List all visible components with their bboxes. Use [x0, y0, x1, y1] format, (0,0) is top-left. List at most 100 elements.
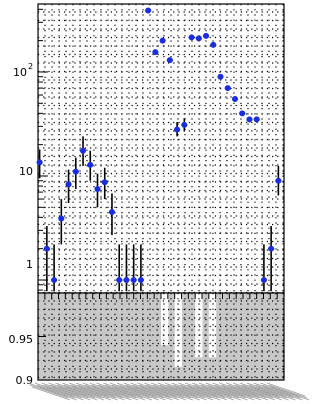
data-point [130, 277, 137, 284]
x-label-stroke [152, 384, 192, 399]
y-tick-label-10: 10 [19, 165, 33, 178]
data-point [152, 49, 159, 56]
x-label-stroke [98, 384, 137, 399]
x-label-stroke [248, 384, 287, 399]
x-label-stroke [175, 386, 214, 401]
data-point [275, 177, 282, 184]
x-label-stroke [200, 384, 239, 399]
x-label-stroke [182, 386, 221, 401]
x-label-stroke [221, 384, 260, 399]
data-point [210, 41, 217, 48]
x-label-stroke [93, 386, 132, 401]
x-label-stroke [105, 384, 144, 399]
ratio-y-ticks [38, 336, 46, 381]
x-label-stroke [148, 386, 187, 401]
x-label-stroke [72, 386, 112, 401]
data-point [239, 110, 246, 117]
x-label-stroke [241, 384, 280, 399]
x-label-stroke [230, 386, 269, 401]
x-label-stroke [216, 386, 255, 401]
x-label-stroke [118, 384, 157, 399]
x-label-stroke [223, 386, 262, 401]
data-point [58, 215, 65, 222]
x-label-stroke [202, 386, 241, 401]
y-tick-label-100: 10 [13, 66, 27, 79]
x-label-stroke [107, 386, 146, 401]
data-point [145, 7, 152, 14]
x-label-stroke [207, 384, 246, 399]
x-label-stroke [195, 386, 235, 401]
data-point [80, 147, 87, 154]
x-label-stroke [43, 384, 82, 399]
x-label-stroke [127, 386, 166, 401]
ratio-panel: 0.95 0.9 [9, 292, 310, 401]
x-label-stroke [271, 386, 310, 401]
x-label-stroke [84, 384, 123, 399]
x-label-stroke [86, 386, 125, 401]
data-point [65, 181, 72, 188]
data-point [137, 277, 144, 284]
x-label-stroke [236, 386, 276, 401]
x-label-stroke [45, 386, 84, 401]
data-point [94, 185, 101, 192]
data-point [116, 277, 123, 284]
main-histogram-panel: 1 10 10 2 [13, 3, 285, 294]
x-label-stroke [189, 386, 228, 401]
data-point [181, 121, 188, 128]
data-point [203, 32, 210, 39]
x-label-stroke [154, 386, 194, 401]
data-point [217, 73, 224, 80]
ratio-tick-label-0.95: 0.95 [9, 333, 34, 346]
x-label-stroke [64, 384, 103, 399]
data-point [188, 34, 195, 41]
x-label-stroke [209, 386, 248, 401]
data-point [108, 209, 115, 216]
x-label-stroke [141, 386, 180, 401]
x-label-stroke [193, 384, 233, 399]
data-point [268, 245, 275, 252]
x-label-stroke [29, 384, 69, 399]
x-label-stroke [267, 382, 306, 397]
x-label-stroke [70, 384, 110, 399]
data-point [260, 277, 267, 284]
x-label-stroke [100, 386, 139, 401]
x-label-stroke [36, 384, 75, 399]
x-label-stroke [77, 384, 116, 399]
data-point [159, 37, 166, 44]
x-label-stroke [173, 384, 212, 399]
y-tick-label-1: 1 [26, 258, 33, 271]
ratio-tick-label-0.9: 0.9 [16, 374, 34, 387]
x-label-stroke [161, 386, 200, 401]
x-label-stroke [159, 384, 198, 399]
x-tick-labels-garbled [27, 382, 310, 401]
x-label-stroke [113, 386, 153, 401]
x-label-stroke [264, 386, 303, 401]
data-point [253, 116, 260, 123]
x-label-stroke [166, 384, 205, 399]
x-label-stroke [187, 384, 226, 399]
x-label-stroke [134, 386, 173, 401]
x-label-stroke [66, 386, 105, 401]
x-label-stroke [234, 384, 274, 399]
ratio-gap [161, 293, 169, 346]
x-label-stroke [91, 384, 130, 399]
x-label-stroke [125, 384, 164, 399]
x-label-stroke [250, 386, 289, 401]
x-label-stroke [214, 384, 253, 399]
data-point [87, 161, 94, 168]
x-label-stroke [262, 384, 301, 399]
data-points [36, 7, 282, 284]
x-label-stroke [180, 384, 219, 399]
data-point [43, 245, 50, 252]
data-point [246, 116, 253, 123]
x-label-stroke [38, 386, 77, 401]
x-label-stroke [50, 384, 89, 399]
x-label-stroke [257, 386, 296, 401]
data-point [166, 57, 173, 64]
data-point [123, 277, 130, 284]
x-label-stroke [255, 384, 294, 399]
data-point [231, 95, 238, 102]
top-y-ticks [38, 8, 48, 291]
data-point [101, 179, 108, 186]
